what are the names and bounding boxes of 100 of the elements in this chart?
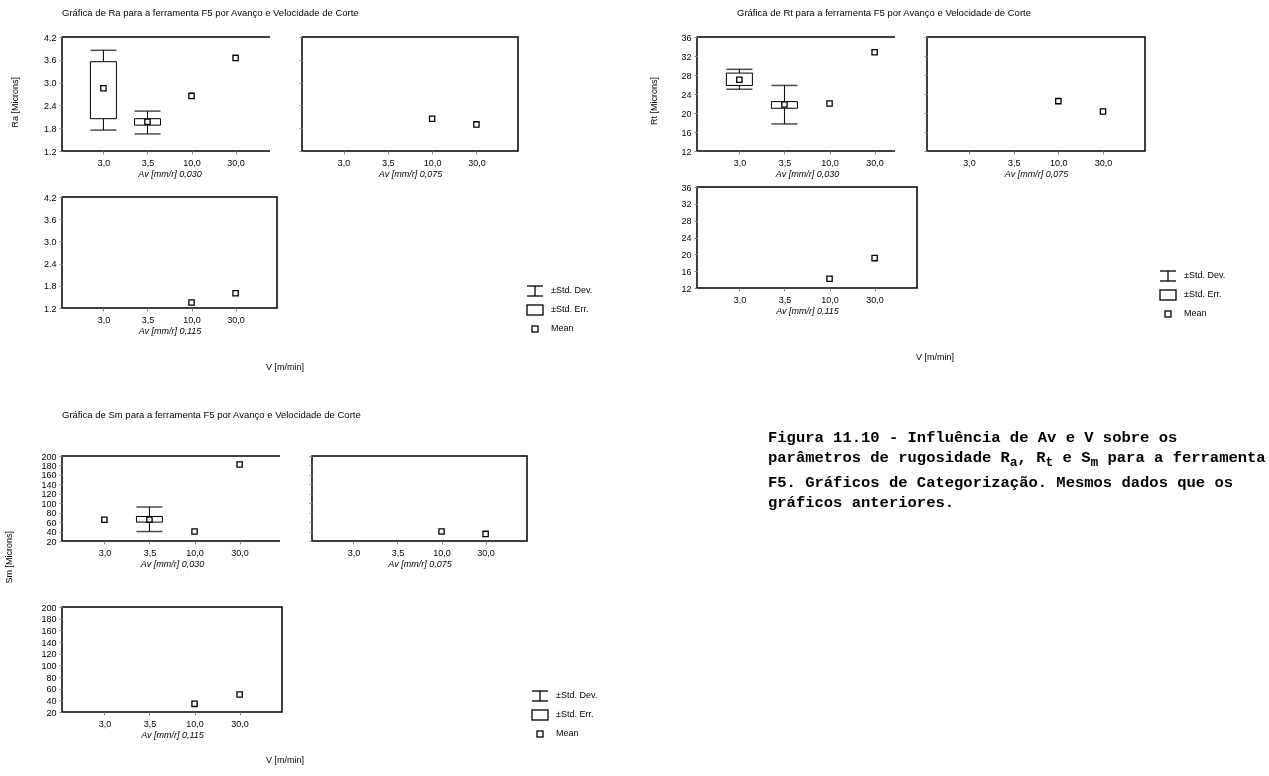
x-tick-label: 10,0	[186, 718, 204, 729]
y-tick-label: 32	[681, 199, 692, 210]
y-tick-label: 20	[46, 707, 57, 718]
y-tick-label: 60	[46, 517, 57, 528]
x-tick-label: 10,0	[433, 547, 451, 558]
y-tick-label: 200	[41, 451, 57, 462]
y-tick-label: 4.2	[43, 32, 57, 43]
y-tick-label: 180	[41, 614, 57, 625]
x-tick-label: 30,0	[227, 314, 245, 325]
x-axis-title: Av [mm/r] 0,115	[140, 729, 205, 740]
x-tick-label: 3,5	[391, 547, 405, 558]
y-tick-label: 3.0	[43, 236, 57, 247]
y-tick-label: 1.2	[43, 146, 57, 157]
y-tick-label: 12	[681, 146, 692, 157]
x-tick-label: 30,0	[227, 157, 245, 168]
x-tick-label: 10,0	[423, 157, 442, 168]
x-tick-label: 3,0	[733, 294, 747, 305]
x-axis-title: Av [mm/r] 0,075	[1003, 168, 1070, 179]
y-tick-label: 4.2	[43, 192, 57, 203]
x-tick-label: 10,0	[821, 157, 839, 168]
chart-title: Gráfica de Rt para a ferramenta F5 por Avanço e Velocidade de Corte	[737, 7, 1031, 18]
x-tick-label: 3,5	[1007, 157, 1021, 168]
x-axis-title: Av [mm/r] 0,075	[387, 558, 453, 569]
y-tick-label: 120	[41, 649, 57, 660]
x-tick-label: 10,0	[183, 314, 201, 325]
x-tick-label: 3,5	[141, 157, 155, 168]
y-tick-label: 36	[681, 182, 692, 193]
point	[191, 528, 198, 535]
x-tick-label: 3,5	[382, 157, 395, 168]
y-tick-label: 12	[681, 283, 692, 294]
y-tick-label: 2.4	[43, 100, 57, 111]
x-axis-title: Av [mm/r] 0,030	[137, 168, 202, 179]
text: V [m/min]	[265, 362, 305, 372]
y-tick-label: 1.8	[43, 123, 57, 134]
y-tick-label: 20	[681, 108, 692, 119]
y-axis-title: Ra [Microns]	[10, 77, 20, 128]
x-axis-title: Av [mm/r] 0,115	[137, 325, 203, 336]
x-tick-label: 30,0	[477, 547, 495, 558]
y-tick-label: 1.2	[43, 303, 57, 314]
x-tick-label: 10,0	[183, 157, 201, 168]
text: ±Std. Dev.	[556, 690, 598, 700]
y-tick-label: 200	[41, 602, 57, 613]
y-tick-label: 140	[41, 479, 57, 490]
y-tick-label: 16	[681, 127, 692, 138]
y-axis-title: Sm [Microns]	[4, 531, 14, 584]
x-tick-label: 3,5	[778, 157, 792, 168]
y-tick-label: 100	[41, 660, 57, 671]
x-axis-title: Av [mm/r] 0,115	[775, 305, 840, 316]
y-tick-label: 3.6	[43, 214, 57, 225]
x-tick-label: 3,0	[98, 718, 112, 729]
y-tick-label: 80	[46, 672, 57, 683]
x-tick-label: 10,0	[186, 547, 204, 558]
y-tick-label: 24	[681, 233, 692, 243]
y-tick-label: 120	[41, 489, 57, 500]
text: V [m/min]	[265, 755, 305, 765]
x-tick-label: 3,0	[98, 547, 112, 558]
text: V [m/min]	[915, 352, 955, 362]
y-tick-label: 140	[41, 637, 57, 648]
y-tick-label: 20	[46, 536, 57, 547]
x-tick-label: 3,0	[337, 157, 351, 168]
y-tick-label: 40	[46, 527, 57, 538]
x-tick-label: 30,0	[1094, 157, 1113, 168]
x-tick-label: 3,5	[143, 718, 157, 729]
x-tick-label: 30,0	[866, 157, 884, 168]
x-tick-label: 3,0	[97, 157, 111, 168]
text: ±Std. Err.	[551, 304, 589, 314]
chart-title: Gráfica de Ra para a ferramenta F5 por Avanço e Velocidade de Corte	[62, 7, 359, 18]
x-axis-title: Av [mm/r] 0,075	[377, 168, 444, 179]
point	[101, 516, 108, 524]
y-axis-title: Rt [Microns]	[649, 77, 659, 126]
y-tick-label: 36	[681, 32, 692, 43]
x-tick-label: 3,5	[143, 547, 157, 558]
text: ±Std. Err.	[1184, 289, 1222, 299]
text: ±Std. Dev.	[1184, 270, 1226, 280]
x-tick-label: 30,0	[468, 157, 486, 168]
y-tick-label: 24	[681, 89, 692, 100]
y-tick-label: 100	[41, 498, 57, 509]
y-tick-label: 1.8	[43, 281, 57, 292]
x-tick-label: 3,0	[733, 157, 747, 168]
y-tick-label: 160	[41, 470, 57, 481]
point	[236, 461, 243, 468]
x-tick-label: 30,0	[231, 718, 249, 729]
y-tick-label: 28	[681, 216, 692, 227]
x-tick-label: 3,0	[347, 547, 361, 558]
x-axis-title: Av [mm/r] 0,030	[139, 558, 205, 569]
y-tick-label: 2.4	[43, 259, 57, 270]
y-tick-label: 160	[41, 625, 57, 636]
y-tick-label: 80	[46, 508, 57, 519]
x-tick-label: 3,5	[778, 294, 792, 305]
y-tick-label: 60	[46, 684, 57, 695]
x-tick-label: 10,0	[1050, 157, 1068, 168]
x-tick-label: 3,5	[141, 314, 155, 325]
y-tick-label: 3.0	[43, 78, 57, 89]
chart-title: Figura 11.10 - Influência de Av e V sobre os parâmetros de rugosidade R$_{a}$, R$_{t}$ e S$_{m}$ para a ferramenta F5. Gráficos de Categorização. Mesmos dados que os gráficos anteriores.	[768, 429, 1266, 513]
y-tick-label: 20	[681, 249, 692, 260]
text: Mean	[1184, 308, 1207, 318]
chart-title: Gráfica de Sm para a ferramenta F5 por Avanço e Velocidade de Corte	[62, 409, 361, 420]
y-tick-label: 32	[681, 51, 692, 62]
y-tick-label: 28	[681, 70, 692, 81]
x-axis-title: Av [mm/r] 0,030	[774, 168, 840, 179]
